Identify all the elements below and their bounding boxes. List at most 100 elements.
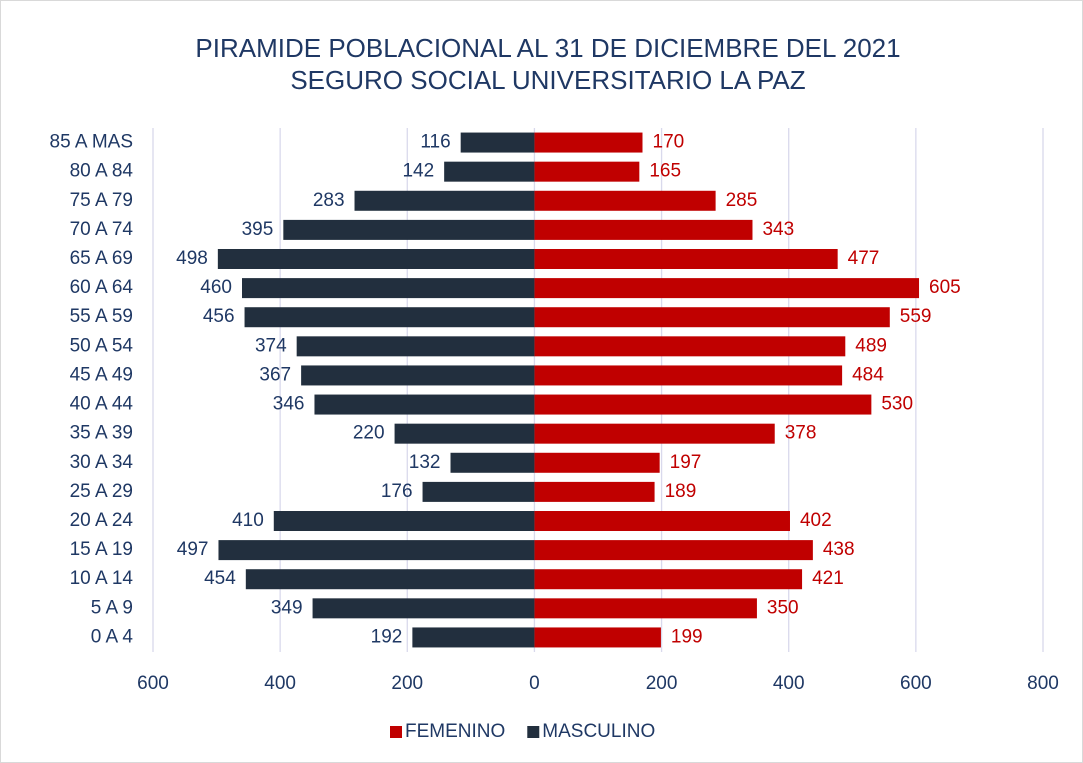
chart-title: PIRAMIDE POBLACIONAL AL 31 DE DICIEMBRE …	[195, 33, 900, 63]
bar	[460, 132, 535, 153]
bar	[534, 307, 890, 328]
y-tick-label: 40 A 44	[70, 394, 134, 415]
bar	[217, 249, 535, 269]
bar	[450, 452, 535, 473]
y-tick-label: 30 A 34	[70, 452, 134, 473]
data-label: 349	[271, 597, 303, 618]
data-label: 395	[242, 219, 274, 240]
bar	[534, 481, 655, 502]
data-label: 456	[203, 306, 235, 327]
legend-label: FEMENINO	[405, 721, 505, 742]
data-label: 559	[900, 306, 932, 327]
bar	[245, 569, 535, 590]
data-label: 410	[232, 510, 264, 531]
data-label: 199	[671, 626, 703, 647]
bar	[312, 598, 535, 619]
y-tick-label: 0 A 4	[91, 626, 134, 647]
data-label: 132	[409, 452, 441, 473]
bar	[534, 161, 640, 182]
x-tick-label: 400	[264, 673, 296, 694]
data-label: 350	[767, 597, 799, 618]
bar	[218, 540, 535, 561]
y-tick-label: 65 A 69	[70, 248, 133, 269]
data-label: 498	[176, 248, 208, 269]
bar	[534, 394, 872, 415]
bar	[534, 219, 753, 240]
data-label: 220	[353, 423, 385, 444]
y-tick-label: 75 A 79	[70, 190, 133, 211]
data-label: 477	[848, 248, 880, 269]
bar	[534, 452, 660, 473]
legend-swatch	[390, 726, 402, 738]
data-label: 189	[665, 481, 697, 502]
bar	[534, 598, 757, 619]
data-label: 197	[670, 452, 702, 473]
legend-label: MASCULINO	[542, 721, 655, 742]
data-label: 116	[420, 132, 450, 153]
x-tick-label: 600	[137, 673, 169, 694]
y-tick-label: 85 A MAS	[50, 132, 133, 153]
data-label: 484	[852, 364, 884, 385]
data-label: 343	[762, 219, 794, 240]
y-tick-label: 60 A 64	[70, 277, 134, 298]
data-label: 192	[371, 626, 403, 647]
bar	[354, 190, 535, 211]
bar	[412, 627, 535, 648]
data-label: 378	[785, 423, 817, 444]
bar	[242, 278, 535, 299]
bar	[534, 365, 843, 386]
y-tick-label: 15 A 19	[70, 539, 133, 560]
bar	[244, 307, 535, 328]
x-tick-label: 200	[646, 673, 678, 694]
data-label: 454	[204, 568, 236, 589]
y-tick-label: 80 A 84	[70, 161, 134, 182]
x-tick-label: 800	[1027, 673, 1059, 694]
data-label: 489	[855, 335, 887, 356]
y-tick-label: 35 A 39	[70, 423, 133, 444]
y-tick-label: 20 A 24	[70, 510, 134, 531]
chart-subtitle: SEGURO SOCIAL UNIVERSITARIO LA PAZ	[290, 65, 805, 95]
bar	[534, 423, 775, 444]
x-tick-label: 0	[529, 673, 540, 694]
bar	[534, 249, 838, 269]
data-label: 176	[381, 481, 413, 502]
bar	[534, 336, 846, 357]
y-tick-label: 55 A 59	[70, 306, 133, 327]
bar	[444, 161, 535, 182]
data-label: 605	[929, 277, 961, 298]
data-label: 285	[726, 190, 758, 211]
x-tick-label: 600	[900, 673, 932, 694]
data-label: 346	[273, 394, 305, 415]
data-label: 367	[259, 364, 291, 385]
data-label: 170	[653, 132, 685, 153]
data-label: 283	[313, 190, 345, 211]
bar	[296, 336, 535, 357]
y-tick-label: 25 A 29	[70, 481, 133, 502]
bar	[394, 423, 535, 444]
x-tick-label: 200	[391, 673, 423, 694]
data-label: 374	[255, 335, 287, 356]
y-tick-label: 50 A 54	[70, 335, 134, 356]
bar	[534, 511, 790, 531]
bar	[534, 132, 643, 153]
bar	[283, 219, 535, 240]
data-label: 142	[402, 161, 434, 182]
data-label: 421	[812, 568, 844, 589]
bar	[273, 511, 535, 531]
bar	[534, 540, 813, 561]
data-label: 165	[649, 161, 681, 182]
data-label: 438	[823, 539, 855, 560]
bar	[534, 278, 920, 299]
y-tick-label: 5 A 9	[91, 597, 133, 618]
data-label: 497	[177, 539, 209, 560]
bar	[534, 627, 661, 648]
legend-swatch	[527, 726, 540, 738]
data-label: 402	[800, 510, 832, 531]
data-label: 460	[200, 277, 232, 298]
y-tick-label: 70 A 74	[70, 219, 134, 240]
bar	[301, 365, 535, 386]
data-label: 530	[881, 394, 913, 415]
x-tick-label: 400	[773, 673, 805, 694]
bar	[422, 481, 535, 502]
